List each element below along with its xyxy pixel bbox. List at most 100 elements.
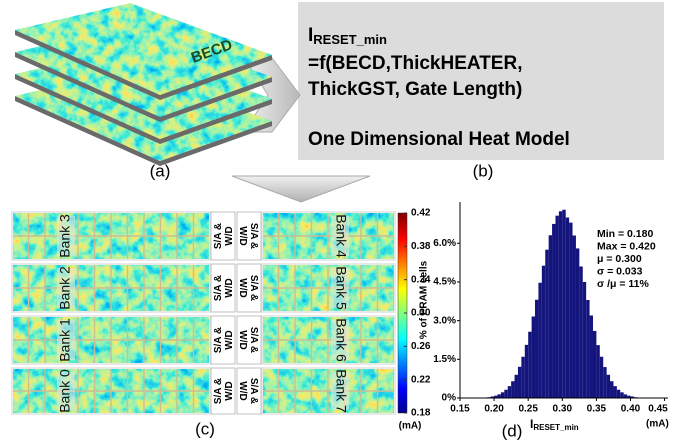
histogram-bar bbox=[627, 395, 631, 398]
y-axis-label: % of PRAM cells bbox=[419, 260, 430, 339]
bank-border bbox=[261, 367, 396, 415]
sa-line: S/A & bbox=[213, 327, 224, 353]
sa-line: S/A & bbox=[213, 275, 224, 301]
sa-block bbox=[210, 211, 236, 261]
bank-label-bg bbox=[331, 268, 349, 308]
bank-label-bg bbox=[57, 320, 75, 360]
caption: (a) bbox=[150, 161, 171, 180]
x-tick-label: 0.25 bbox=[518, 404, 538, 415]
x-tick-label: 0.30 bbox=[553, 404, 573, 415]
plate-edge bbox=[15, 96, 272, 166]
sa-block bbox=[236, 211, 262, 261]
sa-block bbox=[236, 263, 262, 313]
formula-line: ThickGST, Gate Length) bbox=[308, 79, 522, 100]
histogram-bar bbox=[538, 282, 542, 398]
x-tick-label: 0.20 bbox=[484, 404, 504, 415]
sa-line: S/A & bbox=[248, 275, 259, 301]
sa-block bbox=[210, 263, 236, 313]
bank-border bbox=[11, 211, 211, 261]
bank-label: Bank 1 bbox=[57, 318, 73, 362]
bank-label-bg bbox=[57, 372, 75, 410]
bank-label-bg bbox=[331, 372, 349, 410]
y-tick-label: 0% bbox=[442, 393, 457, 404]
histogram-bar bbox=[599, 356, 604, 398]
colorbar-tick-label: 0.26 bbox=[411, 341, 431, 352]
sa-line: W/D bbox=[224, 278, 235, 297]
y-tick-label: 6.0% bbox=[433, 238, 456, 249]
sa-label: S/A &W/D bbox=[237, 275, 259, 301]
bank-border bbox=[261, 315, 396, 365]
histogram-bar bbox=[497, 394, 501, 398]
colorbar-unit: (mA) bbox=[399, 421, 422, 432]
colorbar-tick-label: 0.42 bbox=[411, 208, 431, 219]
histogram-bar bbox=[589, 315, 593, 398]
formula-symbol: IRESET_min bbox=[308, 25, 387, 47]
stat-annotation: σ = 0.033 bbox=[597, 265, 643, 277]
x-tick-label: 0.40 bbox=[621, 404, 641, 415]
histogram-bar bbox=[521, 356, 525, 398]
sa-block bbox=[210, 367, 236, 415]
sa-block bbox=[210, 315, 236, 365]
bank-border bbox=[261, 211, 396, 261]
model-box bbox=[298, 2, 664, 160]
stat-annotation: Min = 0.180 bbox=[597, 228, 653, 240]
bank-label-bg bbox=[57, 216, 75, 256]
bank-border bbox=[11, 263, 211, 313]
histogram-bar bbox=[562, 209, 566, 398]
sa-label: S/A &W/D bbox=[237, 378, 259, 404]
histogram-bar bbox=[569, 222, 573, 398]
histogram-bar bbox=[548, 235, 553, 398]
bank-border bbox=[261, 263, 396, 313]
histogram-bar bbox=[504, 389, 508, 398]
histogram-bar bbox=[572, 235, 576, 398]
histogram-bar bbox=[507, 386, 512, 398]
histogram-bar bbox=[500, 392, 505, 398]
sa-block bbox=[236, 315, 262, 365]
colorbar-tick-label: 0.22 bbox=[411, 374, 431, 385]
histogram-bar bbox=[494, 395, 498, 398]
x-tick-label: 0.15 bbox=[450, 404, 470, 415]
histogram-bar bbox=[596, 345, 600, 398]
plate-edge bbox=[15, 30, 272, 100]
y-tick-label: 3.0% bbox=[433, 315, 456, 326]
histogram-bar bbox=[603, 367, 607, 398]
bank-label: Bank 5 bbox=[333, 266, 349, 310]
bank-label: Bank 6 bbox=[333, 318, 349, 362]
bank-label: Bank 2 bbox=[57, 266, 73, 310]
histogram-bar bbox=[616, 389, 621, 398]
caption: (b) bbox=[473, 161, 494, 180]
colorbar-tick-label: 0.34 bbox=[411, 274, 431, 285]
histogram-bar bbox=[535, 299, 539, 398]
plate-edge bbox=[15, 74, 272, 144]
histogram-bar bbox=[620, 392, 624, 398]
sa-block bbox=[236, 367, 262, 415]
sa-line: S/A & bbox=[248, 327, 259, 353]
sa-line: S/A & bbox=[213, 378, 224, 404]
plate bbox=[15, 3, 272, 95]
histogram-bar bbox=[524, 344, 529, 398]
colorbar-tick-label: 0.38 bbox=[411, 241, 431, 252]
sa-line: W/D bbox=[237, 226, 248, 245]
histogram-bar bbox=[541, 265, 546, 398]
x-label-i: I bbox=[530, 417, 533, 431]
sa-label: S/A &W/D bbox=[237, 223, 259, 249]
x-unit: (mA) bbox=[646, 419, 669, 430]
sa-line: S/A & bbox=[213, 223, 224, 249]
sa-label: S/A &W/D bbox=[213, 378, 235, 404]
histogram-bar bbox=[630, 396, 634, 398]
caption: (c) bbox=[195, 419, 215, 438]
histogram-bar bbox=[545, 249, 549, 398]
sa-line: S/A & bbox=[248, 223, 259, 249]
sa-line: W/D bbox=[224, 226, 235, 245]
colorbar-tick-label: 0.18 bbox=[411, 408, 431, 419]
histogram-bar bbox=[586, 300, 590, 398]
sa-line: W/D bbox=[237, 330, 248, 349]
stat-annotation: μ = 0.300 bbox=[597, 253, 642, 265]
x-tick-label: 0.45 bbox=[648, 404, 668, 415]
histogram-bar bbox=[558, 211, 563, 398]
histogram-bar bbox=[623, 394, 628, 398]
histogram-bar bbox=[606, 374, 611, 398]
bank-label: Bank 4 bbox=[333, 214, 349, 258]
histogram-bar bbox=[514, 374, 518, 398]
